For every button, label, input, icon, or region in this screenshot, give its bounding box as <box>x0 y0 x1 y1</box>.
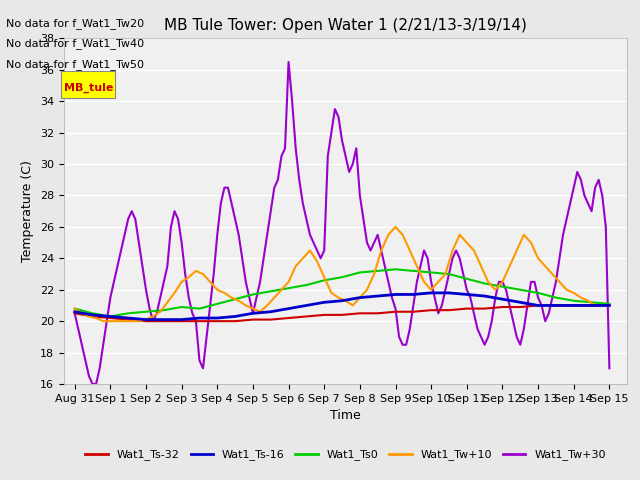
Text: No data for f_Wat1_Tw50: No data for f_Wat1_Tw50 <box>6 59 145 70</box>
Legend: Wat1_Ts-32, Wat1_Ts-16, Wat1_Ts0, Wat1_Tw+10, Wat1_Tw+30: Wat1_Ts-32, Wat1_Ts-16, Wat1_Ts0, Wat1_T… <box>81 445 610 465</box>
Text: No data for f_Wat1_Tw20: No data for f_Wat1_Tw20 <box>6 18 145 29</box>
Title: MB Tule Tower: Open Water 1 (2/21/13-3/19/14): MB Tule Tower: Open Water 1 (2/21/13-3/1… <box>164 18 527 33</box>
X-axis label: Time: Time <box>330 409 361 422</box>
Y-axis label: Temperature (C): Temperature (C) <box>22 160 35 262</box>
Text: MB_tule: MB_tule <box>64 82 113 93</box>
Text: No data for f_Wat1_Tw40: No data for f_Wat1_Tw40 <box>6 38 145 49</box>
